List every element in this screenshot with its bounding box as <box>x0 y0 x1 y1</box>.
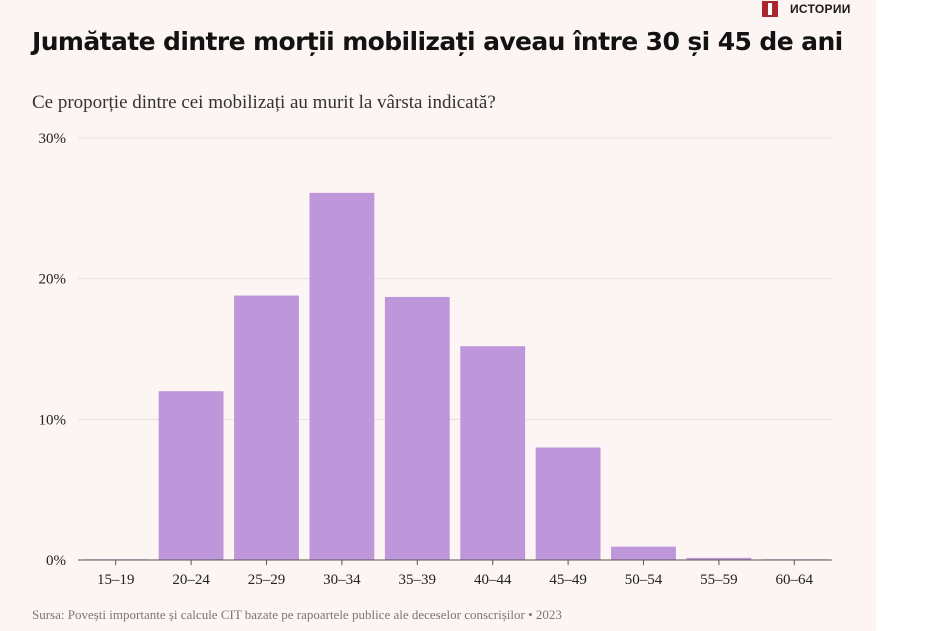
x-tick-label: 50–54 <box>625 572 663 588</box>
x-tick-label: 30–34 <box>323 572 361 588</box>
bar-chart: 0% 10% 20% 30% 15–19 20–24 25–29 30–34 35–39 40–… <box>39 131 832 588</box>
x-tick-label: 55–59 <box>700 572 738 588</box>
logo-text: ИСТОРИИ <box>790 2 851 16</box>
x-tick-label: 20–24 <box>172 572 210 588</box>
gridlines <box>78 137 832 420</box>
y-tick-label: 30% <box>39 131 67 147</box>
bar <box>234 295 299 560</box>
source-note: Sursa: Povești importante și calcule CIT… <box>32 607 562 622</box>
bar <box>460 346 526 560</box>
x-axis: 15–19 20–24 25–29 30–34 35–39 40–44 45–49 50–54… <box>78 559 832 588</box>
x-tick-label: 15–19 <box>97 572 135 588</box>
bar <box>686 557 752 560</box>
brand-logo[interactable]: ИСТОРИИ <box>762 0 851 18</box>
bar <box>611 546 676 560</box>
x-tick-label: 25–29 <box>248 572 286 588</box>
bar <box>535 447 601 560</box>
x-tick-label: 35–39 <box>399 572 437 588</box>
x-tick-label: 45–49 <box>549 572 587 588</box>
chart-title: Jumătate dintre morții mobilizați aveau … <box>32 27 843 56</box>
bar <box>309 192 375 561</box>
y-tick-label: 20% <box>39 272 67 288</box>
y-tick-label: 10% <box>39 412 67 428</box>
y-axis-labels: 0% 10% 20% 30% <box>39 131 67 569</box>
logo-mark-icon <box>762 1 778 17</box>
bars <box>83 192 827 561</box>
x-tick-label: 60–64 <box>776 572 814 588</box>
x-tick-label: 40–44 <box>474 572 512 588</box>
y-tick-label: 0% <box>46 553 66 569</box>
chart-subtitle: Ce proporție dintre cei mobilizați au mu… <box>32 92 496 113</box>
bar <box>384 296 450 560</box>
bar <box>158 391 224 560</box>
